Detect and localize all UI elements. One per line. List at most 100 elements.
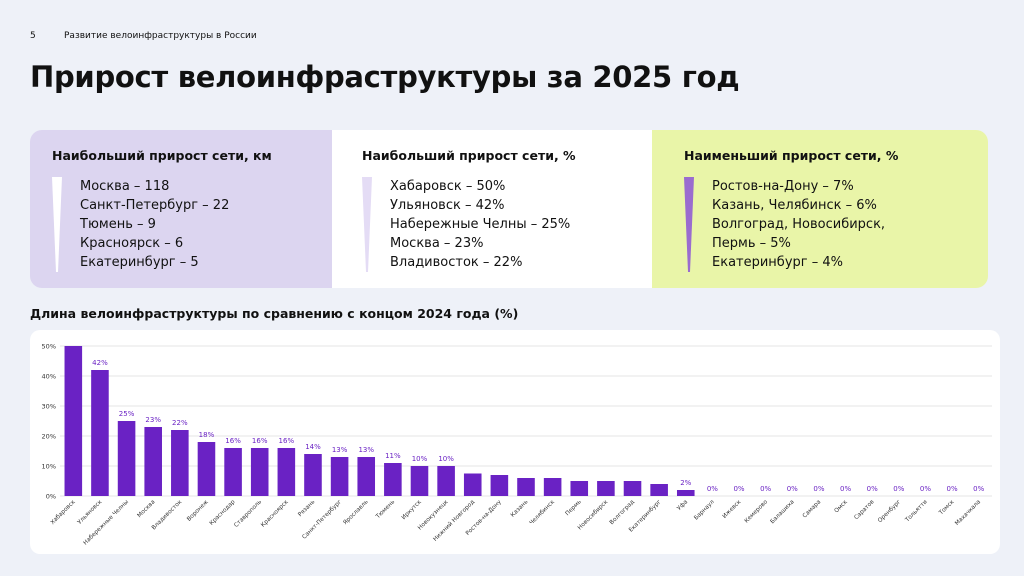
value-label: 13% bbox=[332, 446, 348, 454]
card-title: Наименьший прирост сети, % bbox=[684, 148, 899, 163]
chart-panel: 0% 10% 20% 30% 40% 50% Хабаровск 42% Ульяновск 25… bbox=[30, 330, 1000, 554]
card-item: Красноярск – 6 bbox=[80, 236, 184, 251]
y-tick-label: 0% bbox=[46, 493, 56, 501]
bar bbox=[91, 370, 109, 496]
y-tick-label: 20% bbox=[42, 433, 56, 441]
bar bbox=[171, 430, 189, 496]
value-label: 0% bbox=[973, 485, 984, 493]
bar bbox=[623, 481, 642, 496]
value-label: 10% bbox=[438, 455, 454, 463]
value-label: 0% bbox=[787, 485, 798, 493]
section-title: Развитие велоинфраструктуры в России bbox=[64, 31, 257, 41]
x-tick-label: Москва bbox=[137, 499, 157, 519]
bar bbox=[304, 454, 322, 496]
value-label: 2% bbox=[680, 479, 691, 487]
bar bbox=[410, 466, 429, 496]
value-label: 0% bbox=[813, 485, 824, 493]
x-tick-label: Кемерово bbox=[744, 499, 770, 525]
card-list: Москва – 118 Санкт-Петербург – 22 Тюмень –… bbox=[80, 177, 229, 272]
y-tick-label: 40% bbox=[42, 373, 56, 381]
value-label: 11% bbox=[385, 452, 401, 460]
bar bbox=[330, 457, 349, 496]
bar bbox=[676, 490, 695, 496]
value-label: 18% bbox=[199, 431, 215, 439]
x-tick-label: Краснодар bbox=[209, 499, 237, 527]
bar bbox=[543, 478, 562, 496]
bar bbox=[197, 442, 216, 496]
value-label: 10% bbox=[412, 455, 428, 463]
value-label: 0% bbox=[920, 485, 931, 493]
value-label: 0% bbox=[760, 485, 771, 493]
bar bbox=[570, 481, 589, 496]
x-tick-label: Томск bbox=[938, 499, 956, 517]
x-tick-label: Иркутск bbox=[401, 499, 423, 521]
x-tick-label: Барнаул bbox=[693, 499, 716, 522]
x-tick-label: Красноярск bbox=[260, 499, 290, 529]
card-item: Волгоград, Новосибирск, Пермь – 5% bbox=[712, 217, 886, 251]
x-tick-label: Ярославль bbox=[343, 499, 370, 526]
card-item: Набережные Челны – 25% bbox=[390, 217, 571, 232]
value-label: 0% bbox=[893, 485, 904, 493]
card-title: Наибольший прирост сети, км bbox=[52, 148, 272, 163]
card-item: Владивосток – 22% bbox=[390, 255, 523, 270]
bar bbox=[250, 448, 269, 496]
card-item: Ульяновск – 42% bbox=[390, 198, 505, 213]
card: Наибольший прирост сети, км Москва – 118 С… bbox=[30, 130, 332, 288]
x-tick-label: Челябинск bbox=[529, 499, 557, 527]
bar bbox=[490, 475, 509, 496]
y-tick-label: 50% bbox=[42, 343, 56, 351]
slide-title: Прирост велоинфраструктуры за 2025 год bbox=[30, 60, 740, 94]
card-item: Москва – 23% bbox=[390, 236, 484, 251]
card-item: Тюмень – 9 bbox=[80, 217, 156, 232]
card: Наибольший прирост сети, % Хабаровск – 50… bbox=[332, 130, 652, 288]
card-body: Хабаровск – 50% Ульяновск – 42% Набережные… bbox=[362, 177, 652, 272]
x-tick-label: Рязань bbox=[297, 499, 316, 518]
x-tick-label: Уфа bbox=[676, 499, 689, 512]
value-label: 23% bbox=[145, 416, 161, 424]
bar bbox=[144, 427, 162, 496]
y-tick-label: 10% bbox=[42, 463, 56, 471]
wedge-shape bbox=[362, 177, 372, 272]
x-tick-label: Самара bbox=[802, 499, 823, 520]
card-body: Ростов-на-Дону – 7% Казань, Челябинск – 6… bbox=[684, 177, 988, 272]
value-label: 0% bbox=[733, 485, 744, 493]
x-tick-label: Балашиха bbox=[770, 499, 796, 525]
bar bbox=[437, 466, 455, 496]
card-item: Ростов-на-Дону – 7% bbox=[712, 179, 854, 194]
value-label: 0% bbox=[947, 485, 958, 493]
x-tick-label: Казань bbox=[510, 499, 530, 519]
bar bbox=[517, 478, 535, 496]
x-tick-label: Ульяновск bbox=[77, 499, 104, 526]
card-item: Санкт-Петербург – 22 bbox=[80, 198, 230, 213]
x-tick-label: Хабаровск bbox=[50, 499, 77, 526]
x-tick-label: Ижевск bbox=[722, 499, 743, 520]
x-tick-label: Омск bbox=[834, 499, 850, 515]
value-label: 16% bbox=[252, 437, 268, 445]
card-item: Екатеринбург – 4% bbox=[712, 255, 843, 270]
card-item: Москва – 118 bbox=[80, 179, 170, 194]
x-tick-label: Саратов bbox=[854, 499, 876, 521]
bar bbox=[277, 448, 296, 496]
card-item: Хабаровск – 50% bbox=[390, 179, 506, 194]
x-tick-label: Тольятти bbox=[904, 499, 929, 524]
wedge-shape bbox=[52, 177, 62, 272]
card-title: Наибольший прирост сети, % bbox=[362, 148, 576, 163]
x-tick-label: Махачкала bbox=[954, 499, 982, 527]
bar bbox=[463, 473, 482, 496]
wedge bbox=[52, 177, 62, 272]
x-tick-label: Набережные Челны bbox=[83, 499, 131, 547]
x-tick-label: Пермь bbox=[565, 499, 583, 517]
page-number: 5 bbox=[30, 31, 36, 41]
wedge bbox=[362, 177, 372, 272]
chart: 0% 10% 20% 30% 40% 50% Хабаровск 42% Ульяновск 25… bbox=[42, 343, 992, 547]
card-list: Хабаровск – 50% Ульяновск – 42% Набережные… bbox=[390, 177, 570, 272]
value-label: 0% bbox=[867, 485, 878, 493]
bar bbox=[117, 421, 136, 496]
bar bbox=[650, 484, 668, 496]
value-label: 25% bbox=[119, 410, 135, 418]
value-label: 22% bbox=[172, 419, 188, 427]
value-label: 0% bbox=[707, 485, 718, 493]
bar bbox=[224, 448, 242, 496]
card-body: Москва – 118 Санкт-Петербург – 22 Тюмень –… bbox=[52, 177, 332, 272]
